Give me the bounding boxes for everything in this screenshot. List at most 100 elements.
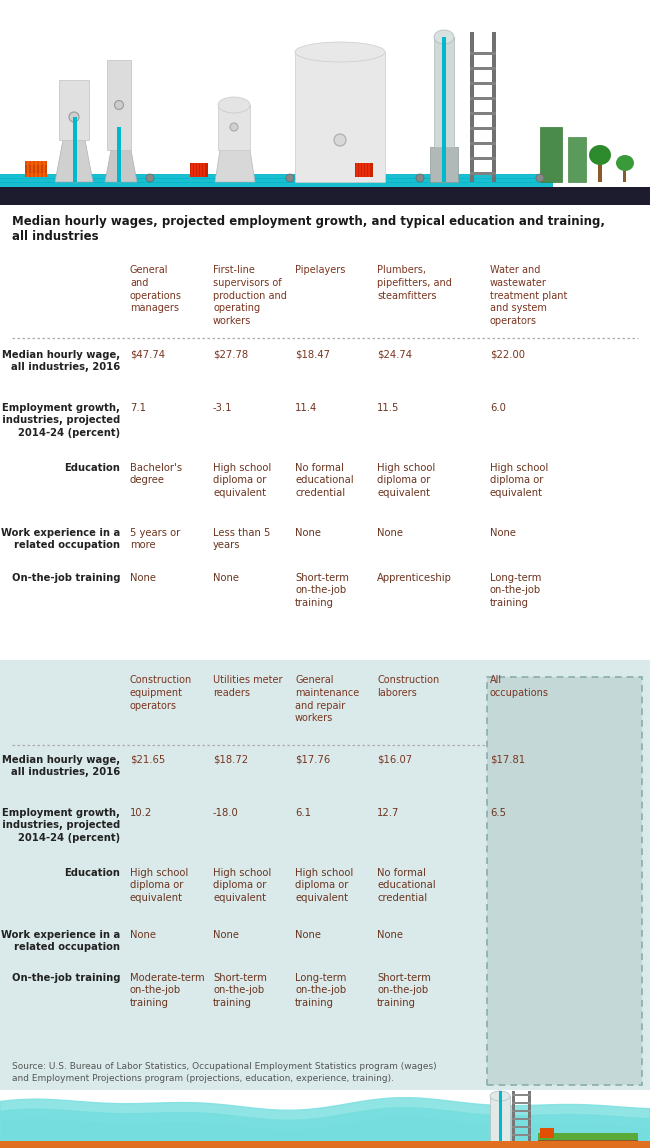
- Text: On-the-job training: On-the-job training: [12, 974, 120, 983]
- Text: High school
diploma or
equivalent: High school diploma or equivalent: [295, 868, 353, 902]
- Text: $18.47: $18.47: [295, 350, 330, 360]
- Text: Construction
equipment
operators: Construction equipment operators: [130, 675, 192, 711]
- Text: High school
diploma or
equivalent: High school diploma or equivalent: [490, 463, 548, 498]
- Bar: [470, 142, 496, 145]
- Text: Apprenticeship: Apprenticeship: [377, 573, 452, 583]
- Text: General
maintenance
and repair
workers: General maintenance and repair workers: [295, 675, 359, 723]
- Text: Employment growth,
all industries, projected
2014-24 (percent): Employment growth, all industries, proje…: [0, 808, 120, 843]
- Bar: [512, 1118, 531, 1120]
- Text: Median hourly wage,
all industries, 2016: Median hourly wage, all industries, 2016: [2, 755, 120, 777]
- Text: Construction
laborers: Construction laborers: [377, 675, 439, 698]
- Text: None: None: [130, 573, 156, 583]
- Text: Short-term
on-the-job
training: Short-term on-the-job training: [295, 573, 349, 607]
- Ellipse shape: [295, 42, 385, 62]
- Text: 11.4: 11.4: [295, 403, 317, 413]
- Ellipse shape: [434, 30, 454, 44]
- Bar: [540, 127, 562, 183]
- Bar: [512, 1091, 515, 1141]
- Text: None: None: [213, 573, 239, 583]
- Text: Plumbers,
pipefitters, and
steamfitters: Plumbers, pipefitters, and steamfitters: [377, 265, 452, 301]
- Text: $27.78: $27.78: [213, 350, 248, 360]
- Text: and Employment Projections program (projections, education, experience, training: and Employment Projections program (proj…: [12, 1075, 394, 1083]
- Bar: [0, 178, 552, 183]
- Ellipse shape: [146, 174, 154, 183]
- Text: Bachelor's
degree: Bachelor's degree: [130, 463, 182, 486]
- Text: $22.00: $22.00: [490, 350, 525, 360]
- Ellipse shape: [114, 101, 124, 109]
- Text: $17.81: $17.81: [490, 755, 525, 765]
- Bar: [365, 163, 367, 177]
- Bar: [430, 147, 458, 183]
- Text: 5 years or
more: 5 years or more: [130, 528, 180, 550]
- Bar: [203, 163, 205, 177]
- Bar: [470, 113, 496, 115]
- Bar: [194, 163, 196, 177]
- Text: Employment growth,
all industries, projected
2014-24 (percent): Employment growth, all industries, proje…: [0, 403, 120, 437]
- Bar: [190, 163, 208, 177]
- Text: Long-term
on-the-job
training: Long-term on-the-job training: [490, 573, 541, 607]
- Text: 10.2: 10.2: [130, 808, 152, 819]
- Bar: [0, 187, 650, 205]
- Bar: [470, 52, 496, 55]
- Text: 6.5: 6.5: [490, 808, 506, 819]
- Text: High school
diploma or
equivalent: High school diploma or equivalent: [377, 463, 436, 498]
- Text: -18.0: -18.0: [213, 808, 239, 819]
- Ellipse shape: [416, 174, 424, 183]
- Ellipse shape: [589, 145, 611, 165]
- Text: Education: Education: [64, 868, 120, 878]
- Text: 12.7: 12.7: [377, 808, 399, 819]
- Bar: [359, 163, 361, 177]
- Polygon shape: [55, 140, 93, 183]
- Text: High school
diploma or
equivalent: High school diploma or equivalent: [213, 463, 271, 498]
- Bar: [470, 172, 496, 174]
- Bar: [197, 163, 199, 177]
- Bar: [59, 80, 89, 140]
- Bar: [538, 1140, 638, 1148]
- Bar: [0, 660, 650, 1089]
- Bar: [434, 37, 454, 147]
- Bar: [25, 165, 47, 173]
- Polygon shape: [215, 150, 255, 183]
- Bar: [568, 137, 586, 183]
- Bar: [538, 1133, 638, 1141]
- Text: -3.1: -3.1: [213, 403, 233, 413]
- Text: No formal
educational
credential: No formal educational credential: [295, 463, 354, 498]
- Text: Short-term
on-the-job
training: Short-term on-the-job training: [377, 974, 431, 1008]
- Bar: [512, 1102, 531, 1104]
- Ellipse shape: [334, 134, 346, 146]
- Bar: [43, 161, 45, 177]
- Ellipse shape: [218, 96, 250, 113]
- Bar: [0, 183, 552, 187]
- Text: None: None: [295, 930, 321, 940]
- Bar: [27, 161, 29, 177]
- Text: 6.1: 6.1: [295, 808, 311, 819]
- Bar: [442, 37, 446, 183]
- Bar: [490, 1096, 510, 1141]
- Text: On-the-job training: On-the-job training: [12, 573, 120, 583]
- Text: $21.65: $21.65: [130, 755, 165, 765]
- Text: Median hourly wage,
all industries, 2016: Median hourly wage, all industries, 2016: [2, 350, 120, 372]
- Text: High school
diploma or
equivalent: High school diploma or equivalent: [130, 868, 188, 902]
- Bar: [470, 67, 496, 70]
- Text: Education: Education: [64, 463, 120, 473]
- Bar: [355, 163, 373, 177]
- Text: Table 1. Selected occupations related to water utilities: Table 1. Selected occupations related to…: [18, 22, 556, 40]
- Bar: [470, 157, 496, 160]
- Bar: [540, 1128, 554, 1138]
- FancyBboxPatch shape: [487, 677, 642, 1085]
- Text: No formal
educational
credential: No formal educational credential: [377, 868, 436, 902]
- Text: Pipelayers: Pipelayers: [295, 265, 345, 276]
- Bar: [512, 1110, 531, 1112]
- Bar: [35, 161, 37, 177]
- Text: None: None: [377, 528, 403, 538]
- Ellipse shape: [286, 174, 294, 183]
- Bar: [512, 1126, 531, 1128]
- Text: Moderate-term
on-the-job
training: Moderate-term on-the-job training: [130, 974, 205, 1008]
- Bar: [73, 117, 77, 183]
- Text: 7.1: 7.1: [130, 403, 146, 413]
- Bar: [598, 162, 602, 183]
- Text: None: None: [130, 930, 156, 940]
- Bar: [0, 174, 552, 179]
- Polygon shape: [105, 150, 137, 183]
- Text: Work experience in a
related occupation: Work experience in a related occupation: [1, 930, 120, 953]
